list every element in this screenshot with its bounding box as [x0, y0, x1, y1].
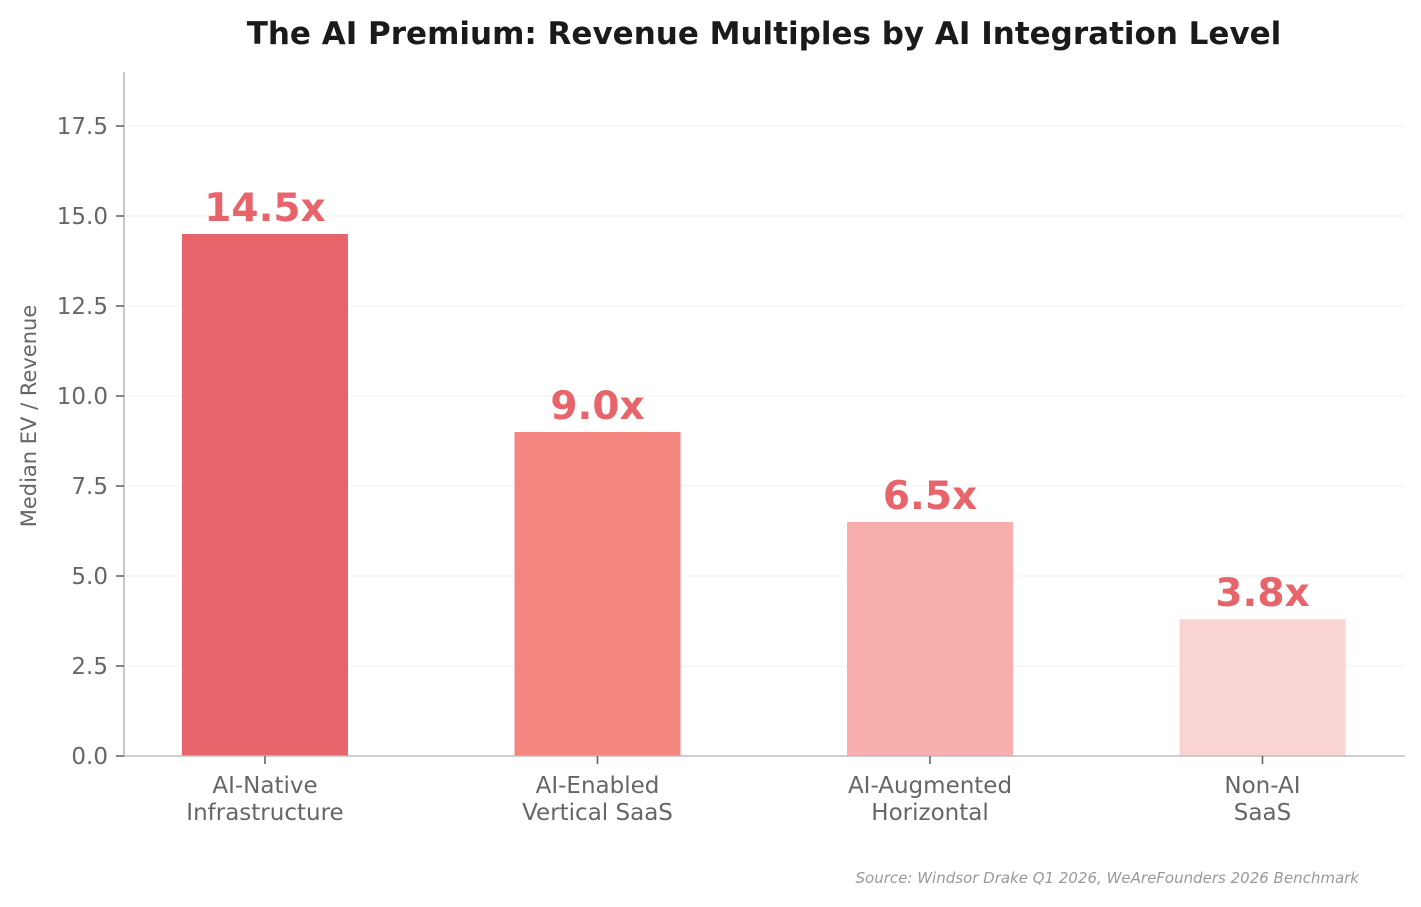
y-tick-label: 15.0 [57, 204, 108, 230]
bar [182, 234, 348, 756]
y-ticks: 0.0 2.5 5.0 7.5 10.0 12.5 15.0 17.5 [57, 114, 124, 770]
bar [514, 432, 681, 756]
bar [847, 522, 1013, 756]
data-label: 3.8x [1215, 571, 1309, 616]
data-label: 9.0x [550, 384, 644, 429]
x-tick-label: Horizontal [871, 800, 988, 826]
axes [123, 72, 1405, 757]
y-tick-label: 2.5 [71, 654, 108, 680]
bars [182, 234, 1346, 756]
x-tick-label: SaaS [1234, 800, 1291, 826]
x-tick-label: AI-Augmented [848, 773, 1012, 799]
y-tick-label: 12.5 [57, 294, 108, 320]
chart-title: The AI Premium: Revenue Multiples by AI … [247, 16, 1282, 52]
x-tick-label: Infrastructure [186, 800, 343, 826]
data-label: 14.5x [204, 186, 325, 231]
x-tick-label: AI-Native [212, 773, 317, 799]
y-tick-label: 17.5 [57, 114, 108, 140]
data-label: 6.5x [883, 474, 977, 519]
source-note: Source: Windsor Drake Q1 2026, WeAreFoun… [856, 869, 1361, 887]
bar [1179, 619, 1346, 756]
y-tick-label: 5.0 [71, 564, 108, 590]
y-tick-label: 0.0 [71, 744, 108, 770]
y-axis-label: Median EV / Revenue [17, 305, 41, 528]
y-tick-label: 7.5 [71, 474, 108, 500]
data-labels: 14.5x 9.0x 6.5x 3.8x [204, 186, 1309, 616]
x-tick-label: Non-AI [1224, 773, 1300, 799]
x-tick-label: AI-Enabled [536, 773, 660, 799]
y-tick-label: 10.0 [57, 384, 108, 410]
x-tick-label: Vertical SaaS [522, 800, 673, 826]
